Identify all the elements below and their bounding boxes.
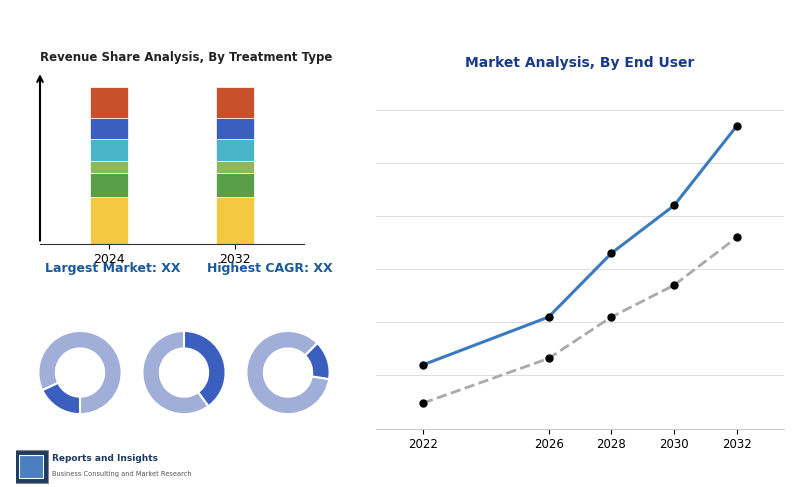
Text: GLOBAL POUCHITIS TREATMENT MARKET SEGMENT ANALYSIS: GLOBAL POUCHITIS TREATMENT MARKET SEGMEN… bbox=[14, 18, 522, 33]
Bar bbox=[90, 139, 128, 161]
FancyBboxPatch shape bbox=[18, 455, 43, 478]
Bar bbox=[90, 87, 128, 118]
Wedge shape bbox=[246, 331, 329, 414]
Wedge shape bbox=[142, 331, 209, 414]
Wedge shape bbox=[305, 343, 330, 379]
Bar bbox=[90, 118, 128, 139]
Text: Reports and Insights: Reports and Insights bbox=[52, 454, 158, 464]
Text: Revenue Share Analysis, By Treatment Type: Revenue Share Analysis, By Treatment Typ… bbox=[40, 51, 332, 64]
Bar bbox=[216, 139, 254, 161]
Bar bbox=[90, 197, 128, 244]
Bar bbox=[216, 87, 254, 118]
Text: Highest CAGR: XX: Highest CAGR: XX bbox=[206, 262, 332, 275]
Bar bbox=[216, 197, 254, 244]
Wedge shape bbox=[38, 331, 122, 414]
Bar bbox=[216, 173, 254, 197]
Wedge shape bbox=[184, 331, 226, 406]
Bar bbox=[216, 118, 254, 139]
Bar bbox=[90, 161, 128, 173]
Bar bbox=[216, 161, 254, 173]
Text: Business Consulting and Market Research: Business Consulting and Market Research bbox=[52, 471, 191, 477]
Bar bbox=[90, 173, 128, 197]
Title: Market Analysis, By End User: Market Analysis, By End User bbox=[466, 56, 694, 70]
Text: Largest Market: XX: Largest Market: XX bbox=[46, 262, 181, 275]
Wedge shape bbox=[42, 383, 80, 414]
FancyBboxPatch shape bbox=[14, 450, 48, 483]
